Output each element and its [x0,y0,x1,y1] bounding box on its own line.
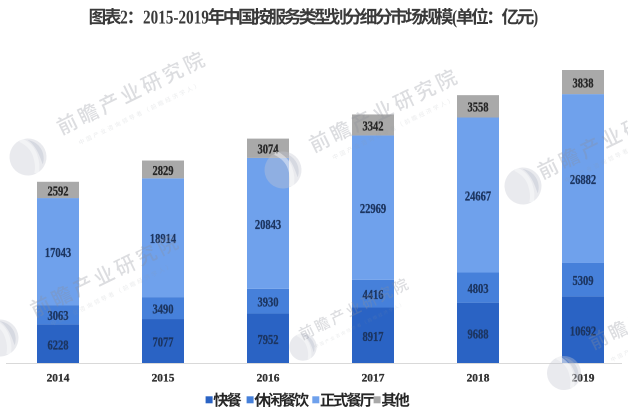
svg-text:6228: 6228 [47,337,68,353]
svg-text:3838: 3838 [572,75,593,91]
svg-text:24667: 24667 [465,188,491,204]
svg-text:2018: 2018 [467,371,490,384]
svg-text:22969: 22969 [360,201,386,217]
svg-text:2592: 2592 [47,183,68,199]
svg-text:3074: 3074 [257,141,278,157]
svg-text:2015: 2015 [152,371,175,384]
svg-text:8917: 8917 [362,329,383,345]
svg-text:2017: 2017 [362,371,385,384]
svg-text:3342: 3342 [362,118,383,134]
svg-text:5309: 5309 [572,273,593,289]
svg-text:4416: 4416 [362,287,383,303]
svg-text:26882: 26882 [570,172,596,188]
svg-text:20843: 20843 [255,217,281,233]
svg-text:3490: 3490 [152,301,173,317]
svg-text:2016: 2016 [257,371,280,384]
svg-text:4803: 4803 [467,281,488,297]
svg-text:7952: 7952 [257,332,278,348]
svg-text:17043: 17043 [45,245,71,261]
svg-text:9688: 9688 [467,326,488,342]
svg-text:2014: 2014 [47,371,70,384]
svg-text:10692: 10692 [570,323,596,339]
svg-text:3558: 3558 [467,99,488,115]
svg-text:7077: 7077 [152,334,173,350]
svg-text:3930: 3930 [257,294,278,310]
svg-text:18914: 18914 [150,231,176,247]
svg-text:2829: 2829 [152,163,173,179]
